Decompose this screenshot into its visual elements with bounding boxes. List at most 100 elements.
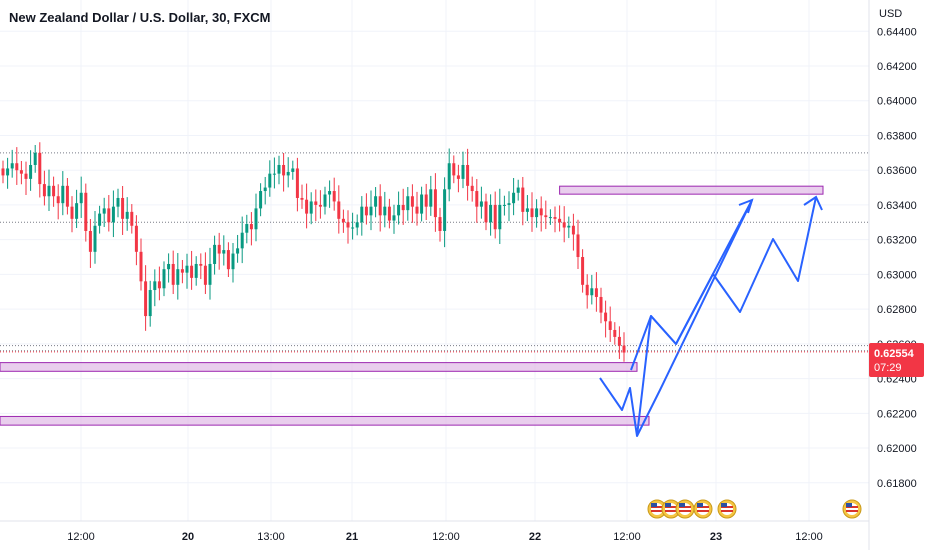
projection-path[interactable] [636, 199, 753, 437]
price-tick-label[interactable]: 0.62800 [877, 304, 917, 316]
candle-body [300, 197, 304, 200]
price-badge-background [869, 343, 924, 377]
candle-body [456, 175, 460, 179]
price-tick-label[interactable]: 0.64000 [877, 96, 917, 108]
price-tick-label[interactable]: 0.64200 [877, 61, 917, 73]
candle-body [594, 288, 598, 297]
time-tick-label[interactable]: 12:00 [432, 531, 460, 543]
candle-body [309, 201, 313, 214]
candle-body [148, 290, 152, 317]
candle-body [521, 187, 525, 212]
candle-body [130, 211, 134, 226]
candle-body [199, 263, 203, 266]
candle-body [364, 206, 368, 216]
us-flag-event-icon[interactable] [675, 499, 695, 519]
candle-body [539, 208, 543, 216]
candle-body [217, 244, 221, 254]
candle-body [56, 196, 60, 204]
candle-body [236, 248, 240, 254]
candle-body [176, 269, 180, 285]
time-tick-label[interactable]: 12:00 [795, 531, 823, 543]
price-tick-label[interactable]: 0.63000 [877, 269, 917, 281]
candle-body [590, 288, 594, 296]
candle-body [75, 203, 79, 219]
candle-body [484, 201, 488, 223]
projection-paths[interactable] [599, 195, 823, 437]
candle-body [185, 265, 189, 273]
time-tick-label[interactable]: 13:00 [257, 531, 285, 543]
projection-path[interactable] [599, 196, 817, 437]
candle-body [222, 250, 226, 254]
price-tick-label[interactable]: 0.63400 [877, 200, 917, 212]
economic-events[interactable] [647, 499, 862, 519]
price-zone[interactable] [559, 185, 824, 195]
support-resistance-zones[interactable] [0, 185, 824, 426]
price-tick-label[interactable]: 0.62000 [877, 443, 917, 455]
candle-body [84, 192, 88, 231]
price-zone[interactable] [0, 415, 650, 426]
price-tick-label[interactable]: 0.61800 [877, 478, 917, 490]
candle-body [332, 191, 336, 202]
currency-label: USD [879, 8, 902, 20]
bar-countdown: 07:29 [874, 362, 902, 374]
candle-body [213, 244, 217, 264]
time-tick-label[interactable]: 23 [710, 531, 722, 543]
candle-body [318, 204, 322, 207]
candle-body [360, 206, 364, 223]
us-flag-event-icon[interactable] [717, 499, 737, 519]
candle-body [231, 253, 235, 270]
time-tick-label[interactable]: 12:00 [67, 531, 95, 543]
candle-body [548, 217, 552, 219]
chart-title: New Zealand Dollar / U.S. Dollar, 30, FX… [9, 10, 271, 25]
candle-body [424, 194, 428, 207]
candle-body [153, 281, 157, 291]
candle-body [613, 329, 617, 337]
projection-path[interactable] [630, 199, 753, 371]
candle-body [1, 168, 5, 176]
candle-body [420, 194, 424, 214]
candle-body [162, 269, 166, 289]
price-tick-label[interactable]: 0.62200 [877, 408, 917, 420]
price-tick-label[interactable]: 0.63200 [877, 235, 917, 247]
us-flag-event-icon[interactable] [693, 499, 713, 519]
candle-body [374, 196, 378, 207]
candle-body [387, 206, 391, 221]
candle-body [121, 197, 125, 219]
us-flag-event-icon[interactable] [842, 499, 862, 519]
price-tick-label[interactable]: 0.64400 [877, 26, 917, 38]
price-tick-label[interactable]: 0.63600 [877, 165, 917, 177]
candle-body [259, 191, 263, 209]
time-tick-label[interactable]: 12:00 [613, 531, 641, 543]
candle-body [240, 232, 244, 249]
candle-body [415, 206, 419, 214]
candle-body [544, 215, 548, 218]
candle-body [291, 168, 295, 172]
time-tick-label[interactable]: 22 [529, 531, 541, 543]
time-axis-ticks[interactable]: 12:00 20 13:00 21 12:00 22 12:00 23 12:00 [67, 531, 823, 543]
candle-body [397, 204, 401, 216]
current-price-value: 0.62554 [874, 348, 915, 360]
price-zone[interactable] [0, 362, 638, 372]
time-tick-label[interactable]: 21 [346, 531, 358, 543]
candle-body [351, 227, 355, 229]
candle-body [337, 201, 341, 219]
candle-body [203, 265, 207, 285]
candle-body [277, 164, 281, 174]
candle-body [498, 204, 502, 230]
candle-body [466, 164, 470, 186]
candle-body [167, 263, 171, 270]
candle-body [461, 164, 465, 179]
candle-body [567, 225, 571, 228]
candle-body [15, 163, 19, 171]
price-tick-label[interactable]: 0.63800 [877, 130, 917, 142]
candle-body [410, 196, 414, 207]
candle-body [433, 189, 437, 218]
time-tick-label[interactable]: 20 [182, 531, 194, 543]
candle-body [507, 203, 511, 205]
candle-body [24, 173, 28, 179]
candle-body [6, 168, 10, 176]
candlestick-series [1, 142, 626, 362]
candle-body [33, 152, 37, 165]
candle-body [102, 208, 106, 214]
